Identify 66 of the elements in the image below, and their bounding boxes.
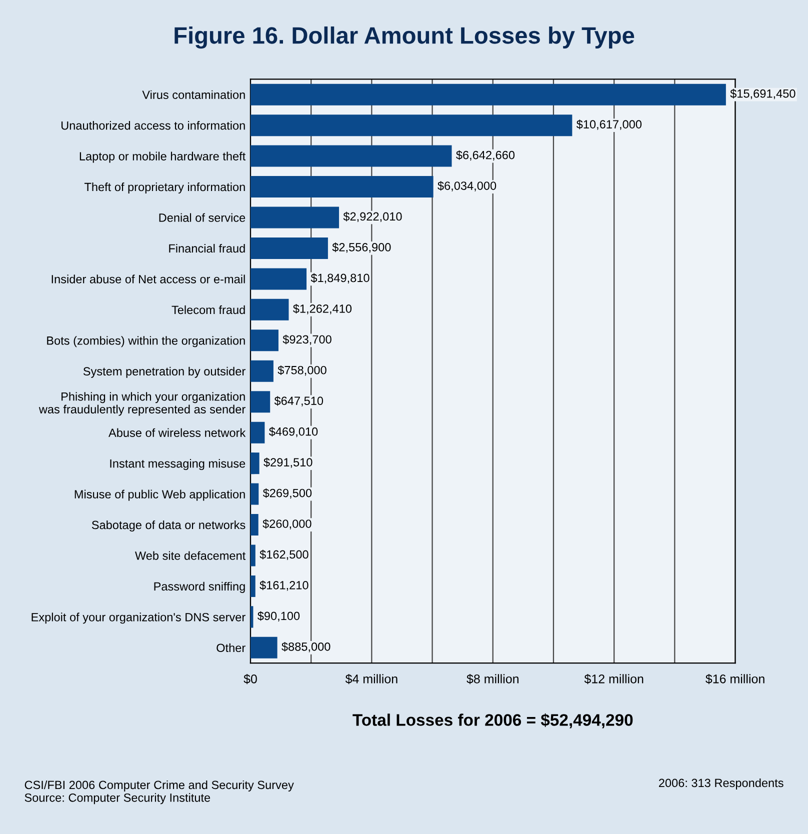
x-tick-label: $8 million: [466, 674, 518, 684]
data-label: $758,000: [278, 365, 326, 376]
y-tick-label: Instant messaging misuse: [110, 459, 246, 470]
text: 2006: 313 Respondents: [658, 778, 784, 790]
y-tick-label: Other: [216, 643, 246, 652]
y-tick-label: Sabotage of data or networks: [92, 520, 246, 532]
y-tick-label: Telecom fraud: [172, 305, 245, 314]
data-label: $1,849,810: [310, 273, 370, 284]
bar: [250, 237, 328, 259]
data-label: $90,100: [258, 611, 300, 622]
chart-title: Figure 16. Dollar Amount Losses by Type: [174, 26, 634, 49]
x-tick-label: $16 million: [706, 674, 764, 684]
data-label: $885,000: [282, 642, 330, 652]
bar: [250, 575, 256, 597]
x-tick-label: $12 million: [584, 674, 644, 684]
bar: [250, 606, 254, 628]
bar: [250, 145, 452, 167]
bar: [250, 268, 307, 290]
bar: [250, 422, 265, 444]
bar: [250, 298, 289, 320]
y-tick-label: Virus contamination: [142, 90, 245, 99]
data-label: $291,510: [264, 458, 312, 468]
data-label: $2,922,010: [343, 212, 402, 222]
bar: [250, 452, 260, 474]
data-label: $6,642,660: [456, 150, 515, 161]
bar: [250, 483, 259, 505]
y-tick-label: Denial of service: [159, 213, 246, 222]
data-label: $647,510: [274, 396, 324, 406]
bar: [250, 330, 278, 352]
data-label: $260,000: [262, 519, 312, 530]
y-tick-label: System penetration by outsider: [83, 366, 246, 378]
y-tick-label: Password sniffing: [154, 582, 245, 593]
y-tick-label: Abuse of wireless network: [108, 428, 246, 437]
bar: [250, 176, 434, 198]
data-label: $161,210: [260, 580, 308, 591]
y-tick-label: Misuse of public Web application: [74, 490, 245, 501]
bar: [250, 514, 258, 536]
y-tick-label: Financial fraud: [169, 244, 245, 253]
data-label: $469,010: [268, 426, 318, 438]
x-tick-label: $4 million: [345, 674, 398, 684]
x-tick-label: $0: [244, 674, 257, 684]
data-label: $1,262,410: [293, 304, 352, 314]
bar: [250, 360, 274, 382]
y-tick-label: Theft of proprietary information: [84, 182, 245, 194]
data-label: $10,617,000: [576, 120, 642, 130]
data-label: $162,500: [260, 550, 308, 560]
y-tick-label: Insider abuse of Net access or e-mail: [52, 274, 245, 284]
y-tick-label: Web site defacement: [134, 551, 246, 560]
text: Total Losses for 2006 = $52,494,290: [352, 713, 633, 728]
bar: [250, 84, 726, 106]
y-tick-label: Exploit of your organization's DNS server: [32, 612, 246, 624]
data-label: $2,556,900: [332, 242, 391, 253]
y-tick-label: Unauthorized access to information: [61, 121, 245, 130]
y-tick-label: Laptop or mobile hardware theft: [80, 152, 246, 163]
y-tick-label: Phishing in which your organization was fraudulently represented as sender: [38, 392, 246, 416]
data-label: $6,034,000: [438, 181, 496, 192]
bar: [250, 636, 278, 658]
bar: [250, 544, 256, 566]
text: CSI/FBI 2006 Computer Crime and Security Survey Source: Computer Security Institute: [24, 780, 294, 804]
data-label: $269,500: [262, 488, 312, 499]
data-label: $15,691,450: [730, 88, 796, 100]
data-label: $923,700: [282, 334, 332, 345]
bar: [250, 206, 340, 228]
y-tick-label: Bots (zombies) within the organization: [47, 336, 245, 348]
bar: [250, 114, 572, 136]
bar: [250, 391, 270, 413]
